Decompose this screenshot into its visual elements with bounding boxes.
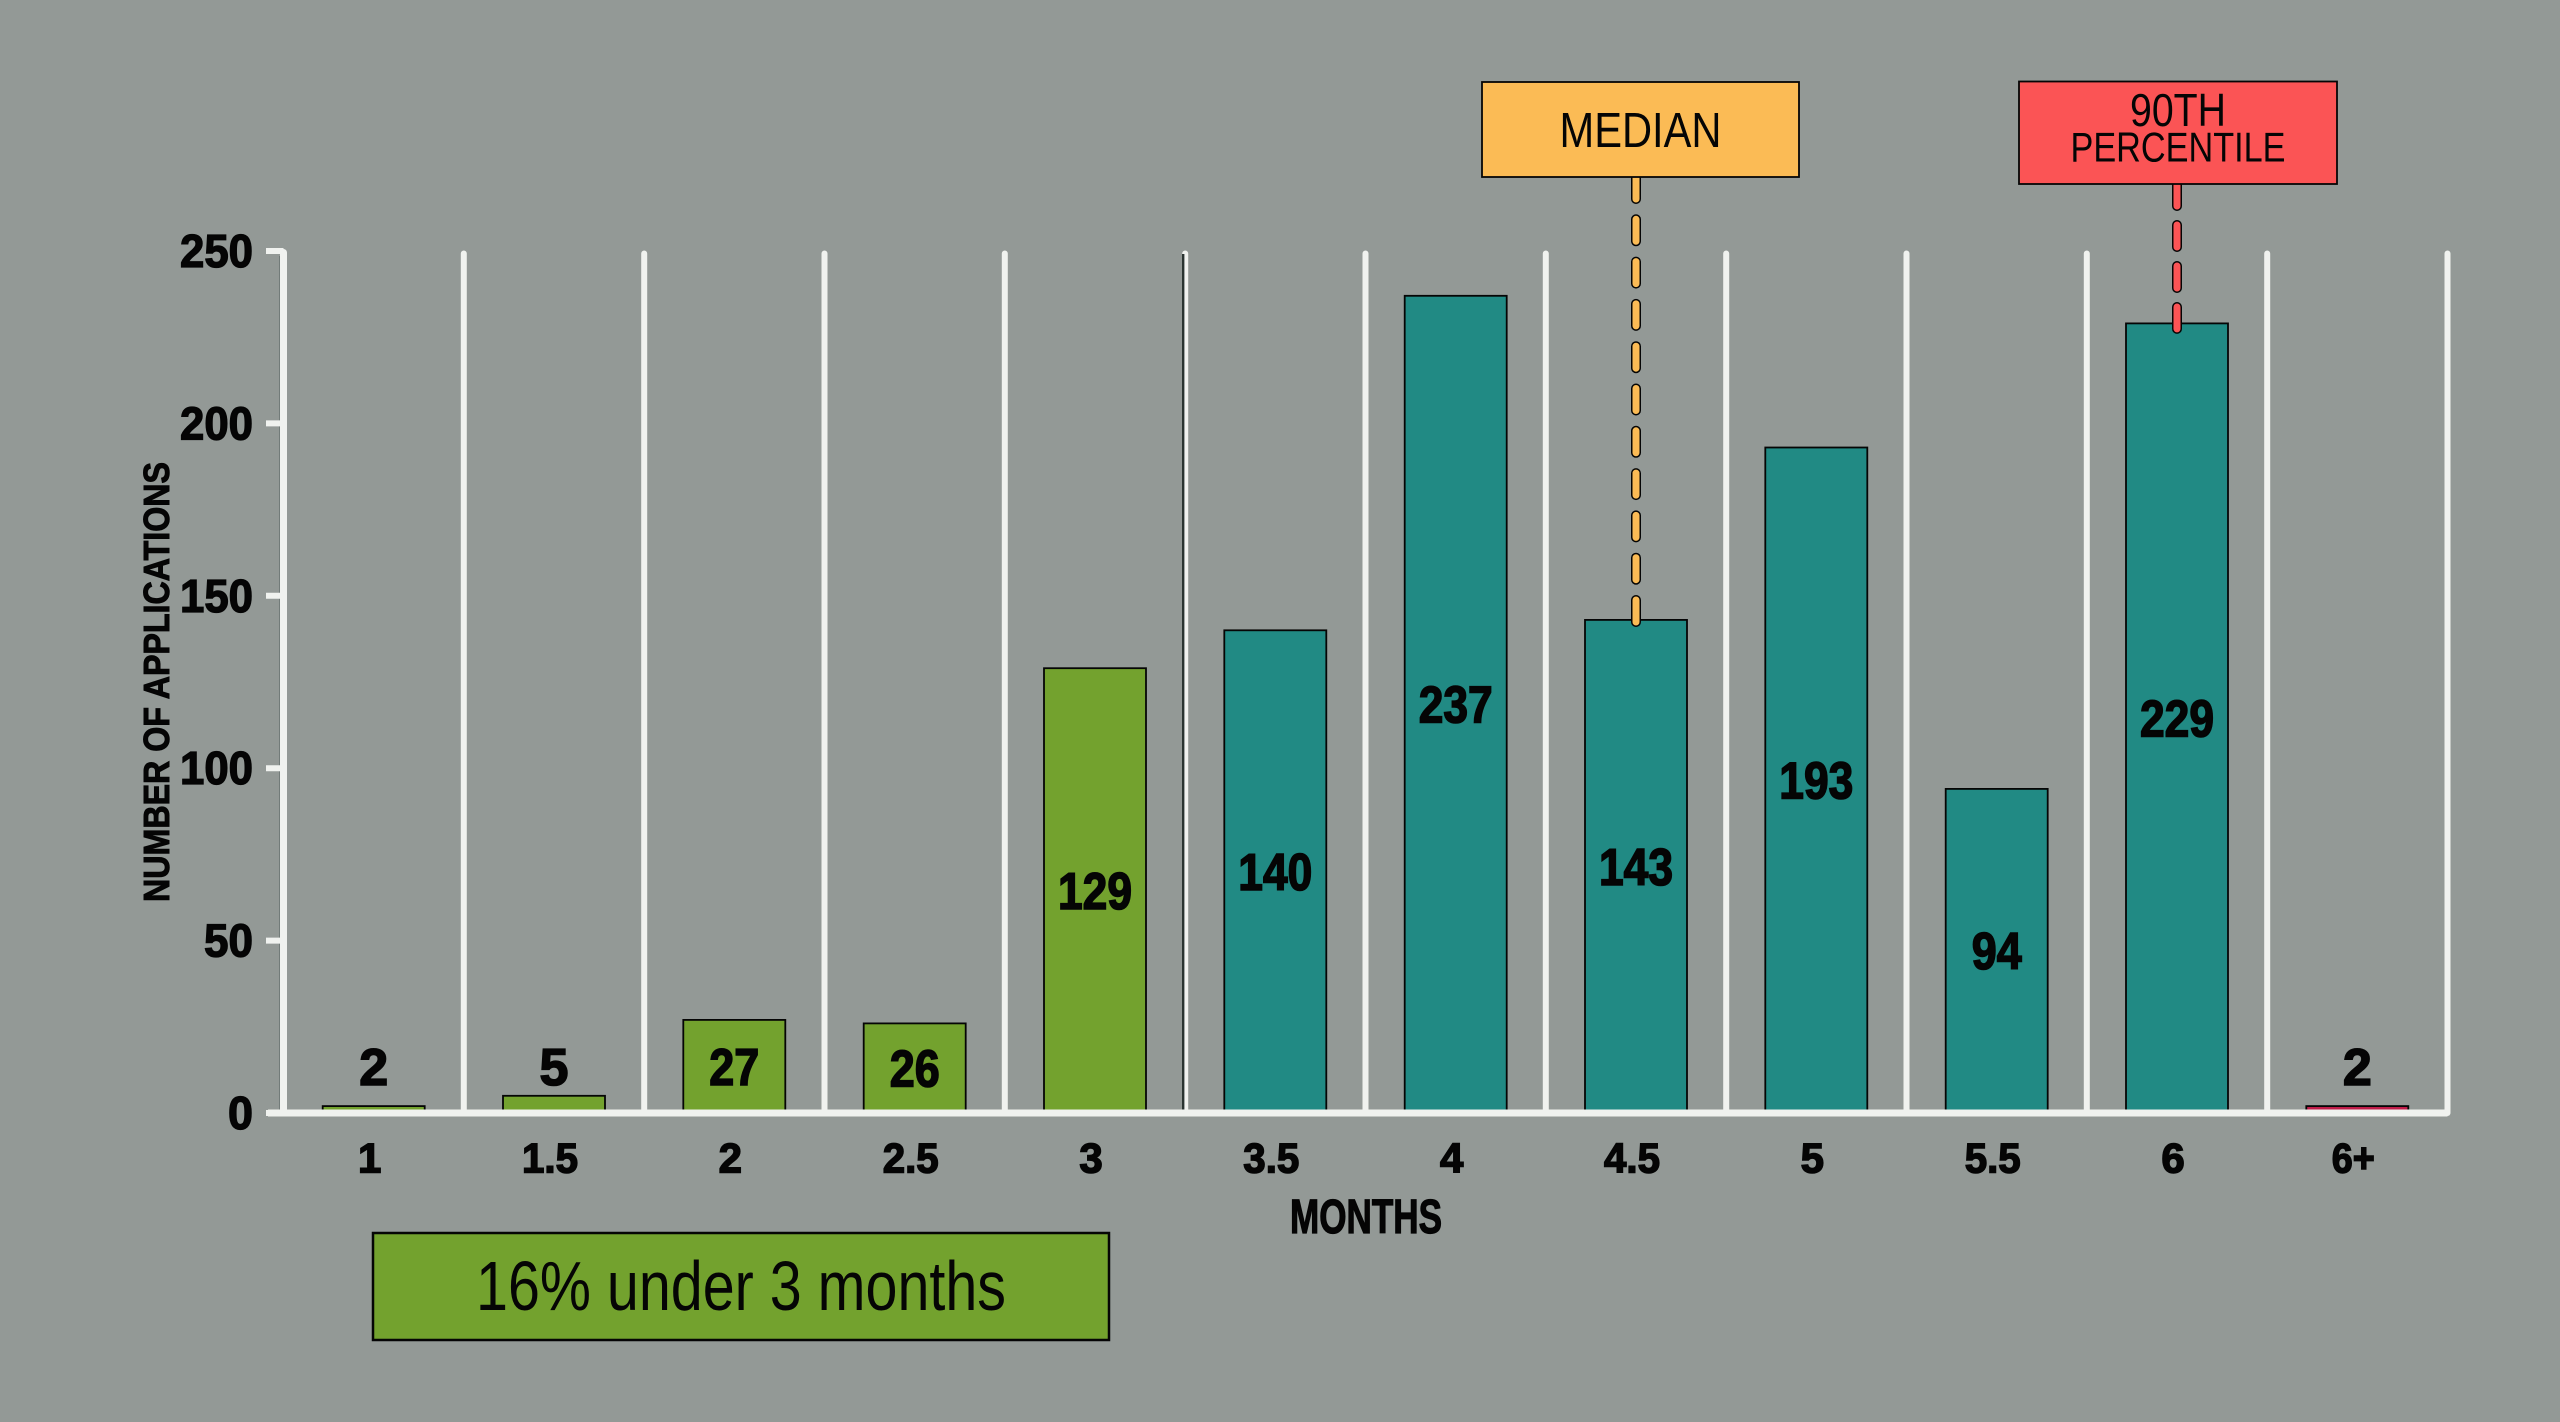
svg-text:NUMBER OF APPLICATIONS: NUMBER OF APPLICATIONS	[136, 462, 177, 902]
svg-text:6+: 6+	[2332, 1135, 2375, 1182]
svg-text:26: 26	[890, 1041, 940, 1099]
svg-text:6: 6	[2161, 1135, 2184, 1182]
svg-text:129: 129	[1058, 863, 1132, 921]
svg-text:27: 27	[709, 1039, 759, 1097]
svg-text:150: 150	[180, 570, 253, 622]
svg-text:200: 200	[180, 397, 253, 449]
svg-text:MEDIAN: MEDIAN	[1560, 104, 1722, 158]
svg-text:229: 229	[2140, 691, 2214, 749]
svg-text:140: 140	[1238, 844, 1312, 902]
svg-text:94: 94	[1972, 923, 2022, 981]
svg-text:2: 2	[2343, 1039, 2372, 1097]
svg-text:PERCENTILE: PERCENTILE	[2071, 124, 2286, 171]
svg-text:237: 237	[1419, 677, 1493, 735]
svg-text:4.5: 4.5	[1604, 1135, 1660, 1182]
svg-text:2: 2	[719, 1135, 742, 1182]
svg-text:5: 5	[1801, 1135, 1824, 1182]
svg-text:250: 250	[180, 225, 253, 277]
svg-text:2.5: 2.5	[883, 1135, 939, 1182]
svg-text:143: 143	[1599, 839, 1673, 897]
svg-text:1: 1	[358, 1135, 381, 1182]
svg-text:1.5: 1.5	[522, 1135, 578, 1182]
svg-text:193: 193	[1779, 753, 1853, 811]
svg-text:3.5: 3.5	[1243, 1135, 1299, 1182]
svg-text:50: 50	[204, 915, 253, 967]
svg-text:5: 5	[540, 1039, 569, 1097]
svg-text:4: 4	[1440, 1135, 1464, 1182]
svg-text:90TH: 90TH	[2130, 84, 2226, 136]
svg-text:16% under 3 months: 16% under 3 months	[476, 1247, 1006, 1325]
svg-text:0: 0	[228, 1087, 253, 1139]
svg-text:5.5: 5.5	[1965, 1135, 2021, 1182]
svg-text:3: 3	[1079, 1135, 1102, 1182]
svg-text:2: 2	[359, 1039, 388, 1097]
svg-text:MONTHS: MONTHS	[1290, 1191, 1442, 1244]
svg-text:100: 100	[180, 742, 253, 794]
